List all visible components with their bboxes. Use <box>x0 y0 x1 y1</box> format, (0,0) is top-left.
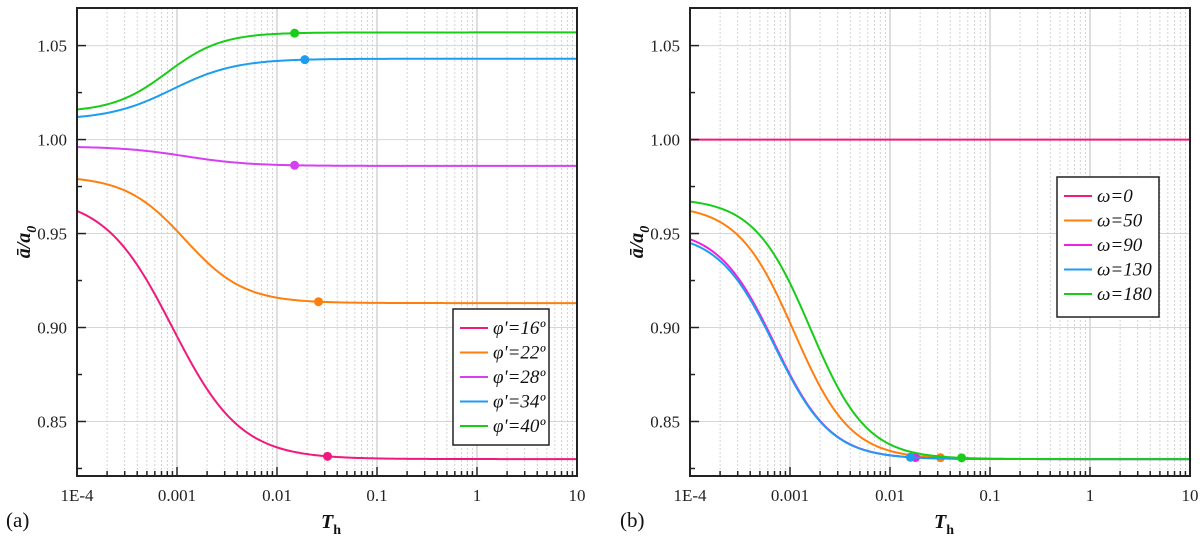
legend-label: ω=50 <box>1097 211 1143 232</box>
legend-label: φ'=34º <box>493 392 546 413</box>
legend-label: ω=180 <box>1097 284 1152 305</box>
x-axis-title-sub: h <box>946 523 954 538</box>
x-tick-label: 0.001 <box>158 486 196 505</box>
legend-label: φ'=28º <box>493 367 546 388</box>
data-point <box>290 28 300 38</box>
x-tick-label: 0.1 <box>366 486 387 505</box>
y-tick-label: 0.95 <box>650 225 680 244</box>
x-axis-title-main: T <box>934 511 947 533</box>
y-tick-label: 0.90 <box>37 319 67 338</box>
x-tick-label: 0.01 <box>875 486 905 505</box>
data-point <box>957 453 967 463</box>
x-tick-label: 1E-4 <box>673 486 707 505</box>
y-tick-label: 0.95 <box>37 225 67 244</box>
panel-label: (b) <box>620 508 645 532</box>
data-point <box>290 160 300 170</box>
x-tick-label: 10 <box>1182 486 1199 505</box>
plot-frame <box>689 7 1191 477</box>
y-tick-label: 1.05 <box>37 37 67 56</box>
y-tick-label: 0.90 <box>650 319 680 338</box>
panel-label: (a) <box>6 508 29 532</box>
y-axis-title-main: ā/a <box>626 233 648 259</box>
series-line <box>689 200 1190 461</box>
chart-panel-a: 1E-4 0.001 0.01 0.1 1 10 0.85 0.90 0.95 1.00 1.05 T… <box>6 7 586 538</box>
data-point <box>300 55 310 65</box>
x-tick-label: 0.001 <box>771 486 809 505</box>
x-tick-label: 1E-4 <box>60 486 94 505</box>
y-axis-title-sub: 0 <box>638 226 653 233</box>
legend-label: φ'=40º <box>493 416 546 437</box>
data-point <box>905 452 915 462</box>
x-axis-title: Th <box>934 511 954 538</box>
data-point <box>323 451 333 461</box>
y-tick-label: 1.00 <box>650 131 680 150</box>
series-line <box>76 178 577 305</box>
series-line <box>76 57 577 119</box>
legend-label: φ'=22º <box>493 343 546 364</box>
legend-label: φ'=16º <box>493 318 546 339</box>
x-tick-label: 0.1 <box>979 486 1000 505</box>
x-tick-label: 1 <box>1086 486 1095 505</box>
y-axis-title: ā/a0 <box>13 226 40 259</box>
series-line <box>76 31 577 111</box>
x-tick-label: 10 <box>569 486 586 505</box>
y-tick-label: 1.05 <box>650 37 680 56</box>
y-tick-label: 0.85 <box>37 412 67 431</box>
chart-panel-b: 1E-4 0.001 0.01 0.1 1 10 0.85 0.90 0.95 1.00 1.05 T… <box>620 7 1199 538</box>
y-axis-title-main: ā/a <box>13 233 35 259</box>
x-axis-title-sub: h <box>333 523 341 538</box>
legend-label: ω=90 <box>1097 235 1143 256</box>
y-tick-label: 0.85 <box>650 412 680 431</box>
legend: ω=0 ω=50 ω=90 ω=130 ω=180 <box>1056 176 1160 318</box>
series-line <box>76 146 577 167</box>
x-axis-title: Th <box>321 511 341 538</box>
legend-label: ω=0 <box>1097 186 1133 207</box>
y-axis-title: ā/a0 <box>626 226 653 259</box>
x-tick-label: 1 <box>473 486 482 505</box>
data-point <box>313 297 323 307</box>
legend-label: ω=130 <box>1097 260 1152 281</box>
plot-frame <box>76 7 578 477</box>
y-tick-label: 1.00 <box>37 131 67 150</box>
x-tick-label: 0.01 <box>262 486 292 505</box>
x-axis-title-main: T <box>321 511 334 533</box>
legend: φ'=16º φ'=22º φ'=28º φ'=34º φ'=40º <box>452 308 550 446</box>
y-axis-title-sub: 0 <box>25 226 40 233</box>
